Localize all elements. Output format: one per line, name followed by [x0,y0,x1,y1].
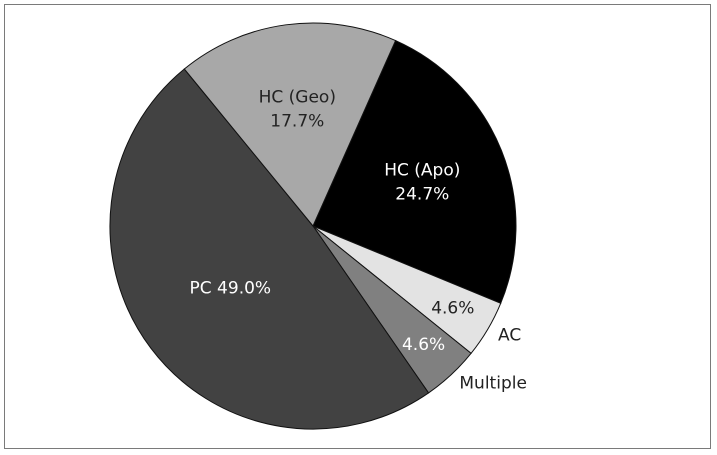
slice-label-hc-geo: HC (Geo) [259,87,336,107]
slice-value-hc-apo: 24.7% [395,184,449,204]
slice-value-multiple: 4.6% [402,335,445,355]
pie-slice-hc-geo [183,22,397,227]
pie-slice-pc [109,68,430,430]
slice-label-hc-apo: HC (Apo) [384,160,460,180]
slice-value-hc-geo: 17.7% [270,111,324,131]
slice-value-ac: 4.6% [431,299,474,319]
slice-label-multiple: Multiple [459,373,527,393]
pie-slice-hc-apo [312,39,517,304]
slice-label-pc: PC 49.0% [190,278,272,298]
slice-label-ac: AC [498,326,521,346]
